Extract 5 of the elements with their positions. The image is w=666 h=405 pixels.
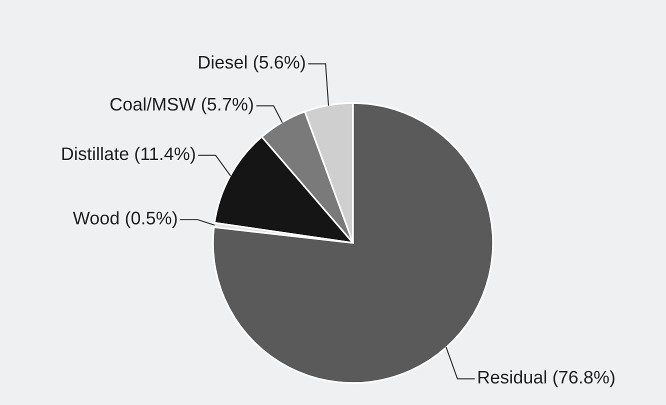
- slice-label: Wood (0.5%): [72, 211, 177, 228]
- slice-label: Diesel (5.6%): [199, 55, 305, 72]
- slice-label: Distillate (11.4%): [62, 146, 195, 164]
- slice-label: Residual (76.8%): [478, 370, 614, 388]
- slice-label: Coal/MSW (5.7%): [110, 97, 253, 114]
